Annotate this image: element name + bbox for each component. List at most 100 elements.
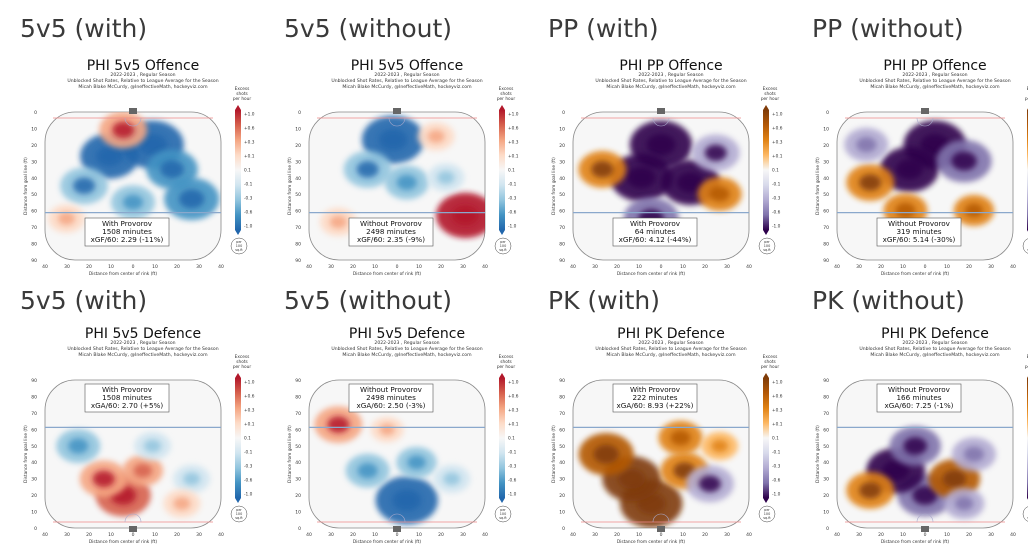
chart-title: PHI PP Offence [619, 58, 723, 74]
info-box [84, 383, 170, 413]
x-tick-label: 20 [614, 532, 620, 538]
colorbar-tick: +1.0 [772, 380, 783, 386]
y-tick-label: 50 [823, 192, 829, 198]
info-minutes: 2498 minutes [366, 227, 416, 236]
colorbar-tick: +0.1 [772, 154, 783, 160]
crease [916, 117, 934, 127]
heat-core [895, 159, 923, 180]
y-tick-label: 60 [559, 209, 565, 215]
x-tick-label: 10 [416, 264, 422, 270]
x-tick-label: 30 [988, 532, 994, 538]
heat-core [160, 160, 184, 179]
chart-season: 2022-2023 , Regular Season [374, 73, 440, 78]
x-tick-label: 20 [966, 264, 972, 270]
crease [124, 117, 142, 127]
colorbar-title: Excess [499, 354, 514, 360]
heat-core [704, 144, 727, 162]
heat-core [591, 161, 614, 178]
info-box [612, 383, 698, 413]
x-tick-label: 10 [152, 532, 158, 538]
info-xg: xGF/60: 4.12 (-44%) [619, 235, 692, 244]
heat-core [437, 171, 455, 184]
y-tick-label: 0 [826, 526, 829, 532]
x-tick-label: 0 [396, 264, 399, 270]
y-tick-label: 30 [823, 159, 829, 165]
heat-core [859, 174, 882, 191]
y-tick-label: 30 [559, 477, 565, 483]
chart-subtitle: Unblocked Shot Rates, Relative to League… [859, 79, 1011, 84]
info-player: Without Provorov [888, 219, 951, 228]
y-tick-label: 50 [559, 444, 565, 450]
y-tick-label: 10 [823, 510, 829, 516]
x-axis-label: Distance from center of rink (ft) [89, 271, 158, 277]
chart-credit: Micah Blake McCurdy, @IneffectiveMath, h… [78, 85, 208, 90]
x-axis-label: Distance from center of rink (ft) [617, 271, 686, 277]
x-tick-label: 20 [86, 532, 92, 538]
colorbar-tick: +0.1 [244, 422, 255, 428]
chart-season: 2022-2023 , Regular Season [638, 341, 704, 346]
y-tick-label: 50 [295, 444, 301, 450]
heat-core [122, 194, 144, 210]
y-tick-label: 30 [823, 477, 829, 483]
units-badge [1022, 506, 1028, 522]
x-tick-label: 10 [152, 264, 158, 270]
y-axis-label: Distance from goal line (ft) [23, 425, 29, 483]
x-tick-label: 10 [944, 532, 950, 538]
section-heading: 5v5 (without) [284, 14, 453, 43]
y-tick-label: 90 [31, 258, 37, 264]
y-tick-label: 90 [823, 378, 829, 384]
x-tick-label: 20 [966, 532, 972, 538]
colorbar-tick: +0.1 [508, 154, 519, 160]
y-tick-label: 20 [559, 493, 565, 499]
y-tick-label: 0 [298, 526, 301, 532]
y-tick-label: 10 [295, 126, 301, 132]
info-box [876, 217, 962, 247]
chart-title: PHI PK Defence [617, 326, 725, 342]
heat-core [451, 205, 480, 226]
x-axis-label: Distance from center of rink (ft) [353, 539, 422, 545]
colorbar-tick: -0.6 [244, 478, 253, 484]
chart-panel: 5v5 (without) PHI 5v5 Offence 2022-2023 , … [264, 0, 521, 277]
y-tick-label: 80 [559, 242, 565, 248]
colorbar-tick: 0.1 [244, 168, 251, 174]
x-tick-label: 40 [1010, 532, 1016, 538]
heat-core [709, 186, 730, 202]
x-tick-label: 0 [660, 532, 663, 538]
rink-chart: 0 10 20 30 40 50 60 70 80 90 Distance from goal li… [23, 86, 255, 277]
chart-credit: Micah Blake McCurdy, @IneffectiveMath, h… [78, 353, 208, 358]
heat-core [173, 497, 191, 510]
colorbar [763, 378, 769, 498]
goal-net [129, 526, 137, 532]
chart-panel: PP (with) PHI PP Offence 2022-2023 , Regul… [528, 0, 785, 277]
info-xg: xGA/60: 7.25 (-1%) [885, 401, 954, 410]
colorbar-tick: +0.1 [772, 422, 783, 428]
heat-core [427, 130, 445, 143]
x-tick-label: 20 [702, 264, 708, 270]
y-axis-label: Distance from goal line (ft) [287, 157, 293, 215]
units-text: per [236, 508, 242, 512]
heat-core [73, 177, 96, 195]
x-tick-label: 30 [64, 532, 70, 538]
x-tick-label: 30 [724, 264, 730, 270]
x-tick-label: 10 [372, 532, 378, 538]
section-heading: PK (with) [548, 286, 660, 315]
colorbar-tick: +1.0 [508, 112, 519, 118]
heat-core [964, 203, 984, 218]
colorbar-tick: -0.1 [508, 182, 517, 188]
heat-core [392, 489, 422, 512]
heat-core [856, 137, 877, 153]
x-axis-label: Distance from center of rink (ft) [881, 271, 950, 277]
x-tick-label: 20 [174, 532, 180, 538]
info-box [348, 383, 434, 413]
info-player: With Provorov [102, 219, 153, 228]
colorbar [499, 378, 505, 498]
heat-core [593, 444, 619, 464]
heat-core [378, 128, 408, 151]
y-tick-label: 0 [298, 110, 301, 116]
colorbar-tick: -1.0 [508, 224, 517, 230]
heat-core [379, 423, 395, 436]
heat-core [178, 189, 205, 209]
x-tick-label: 30 [196, 532, 202, 538]
chart-title: PHI 5v5 Offence [350, 58, 464, 74]
info-player: With Provorov [630, 219, 681, 228]
